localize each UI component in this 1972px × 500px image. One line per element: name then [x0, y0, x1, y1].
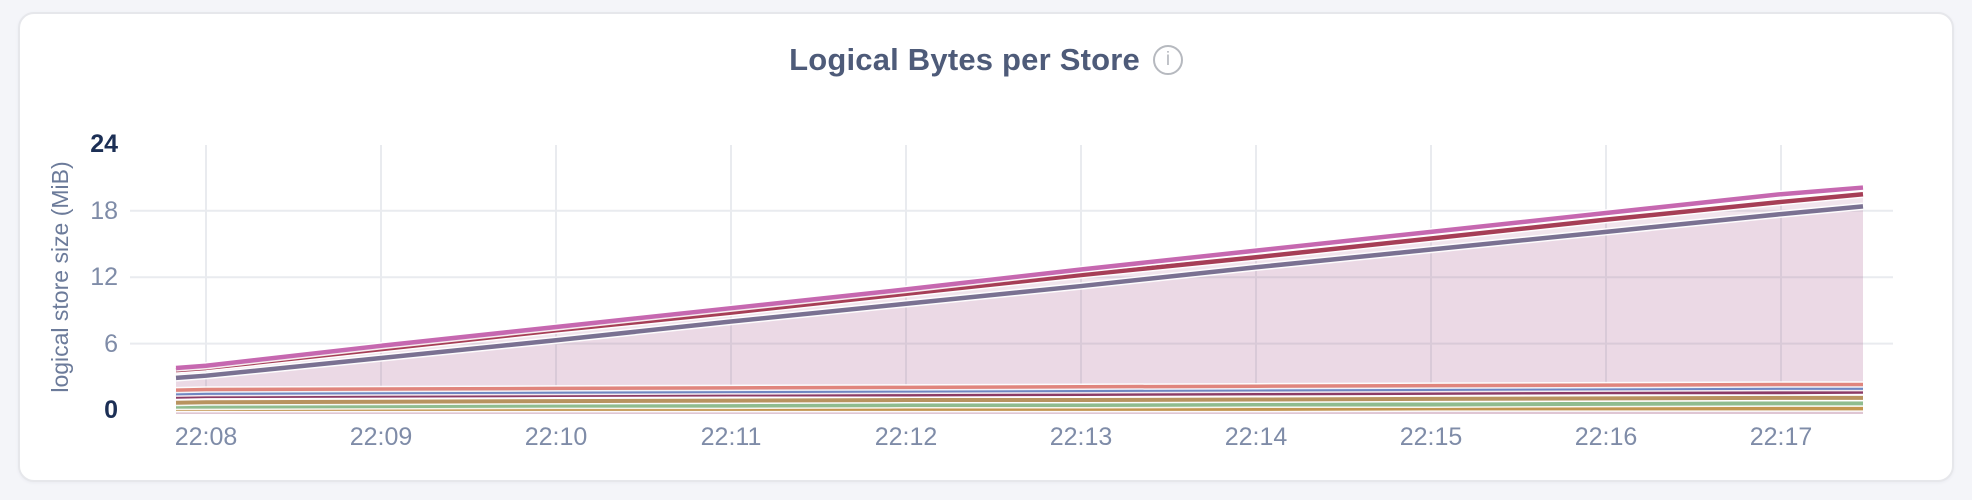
series-line-1 [175, 185, 1864, 371]
series-line-3 [175, 204, 1864, 381]
x-tick-label: 22:15 [1399, 423, 1463, 451]
series-area-3 [176, 206, 1863, 414]
info-icon[interactable]: i [1152, 45, 1183, 75]
x-tick-label: 22:16 [1574, 423, 1638, 451]
chart-header: Logical Bytes per Store i [18, 42, 1954, 78]
series-line-8 [176, 401, 1863, 409]
y-tick-label: 0 [104, 396, 118, 424]
x-tick-label: 22:10 [524, 423, 588, 451]
x-tick-label: 22:08 [174, 423, 238, 451]
series-lines [175, 183, 1864, 413]
series-line-4 [175, 382, 1863, 392]
y-tick-label: 18 [90, 196, 118, 225]
y-tick-label: 24 [90, 130, 118, 159]
series-line-5 [175, 385, 1863, 396]
x-tick-label: 22:17 [1749, 423, 1813, 451]
x-tick-label: 22:12 [874, 423, 938, 451]
chart-title: Logical Bytes per Store [789, 42, 1140, 77]
series-area-1 [176, 187, 1863, 414]
x-tick-label: 22:09 [349, 423, 413, 451]
x-tick-label: 22:13 [1049, 423, 1113, 451]
series-line-7 [175, 395, 1863, 405]
y-tick-label: 6 [104, 329, 118, 358]
series-areas [176, 187, 1863, 414]
x-tick-label: 22:11 [700, 423, 762, 451]
y-tick-label: 12 [90, 263, 118, 292]
x-tick-label: 22:14 [1224, 423, 1288, 451]
